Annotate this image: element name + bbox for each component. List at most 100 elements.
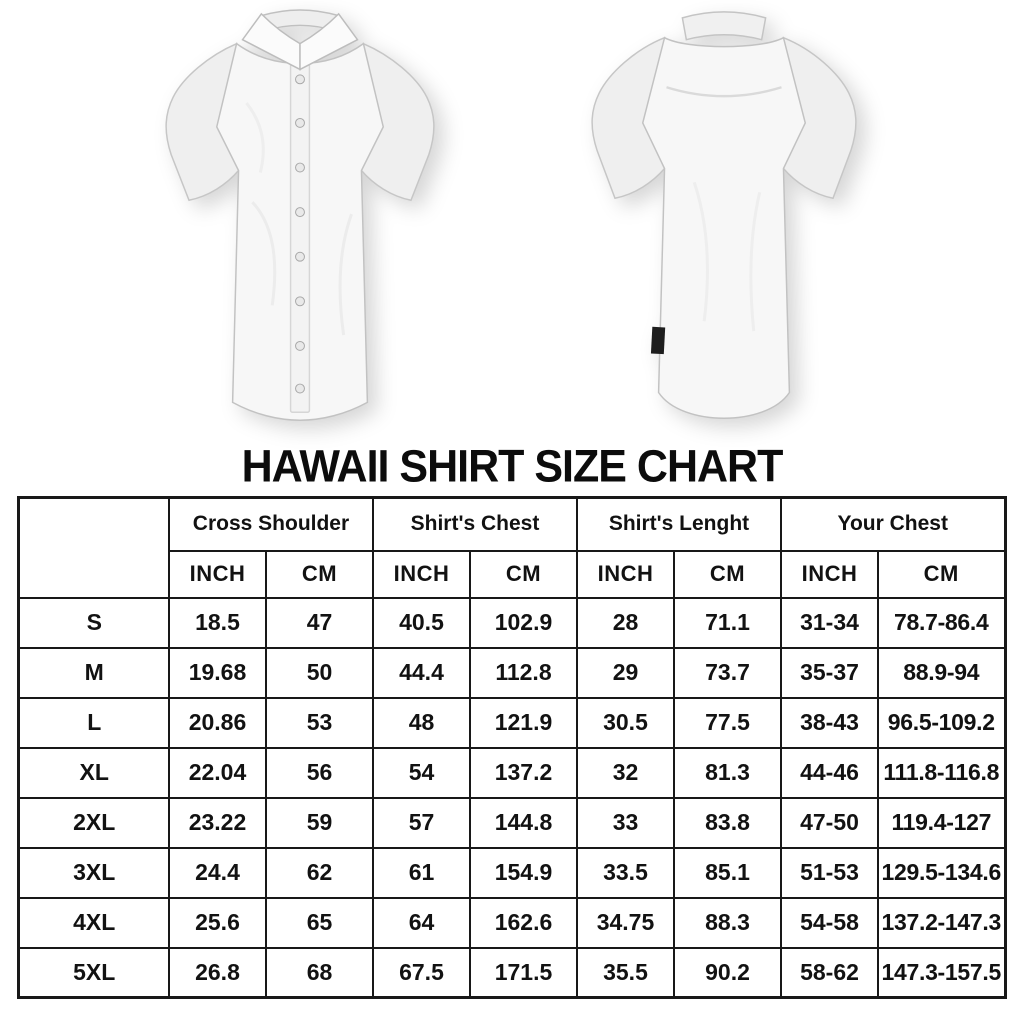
group-header-row: Cross Shoulder Shirt's Chest Shirt's Len…	[17, 496, 1006, 599]
cm-cell: 77.5	[672, 696, 783, 749]
group-header-shirts-lenght: Shirt's Lenght	[575, 496, 783, 552]
cm-cell: 78.7-86.4	[877, 596, 1006, 649]
inch-cell: 22.04	[167, 746, 267, 799]
unit-inch-cell: INCH	[780, 549, 879, 599]
cm-cell: 68	[264, 946, 374, 999]
cm-cell: 59	[264, 796, 374, 849]
table-row-m: M 19.68 50 44.4 112.8 29 73.7 35-37 88.9…	[17, 646, 1006, 699]
inch-cell: 26.8	[167, 946, 267, 999]
shirt-back-icon	[591, 11, 857, 419]
table-row-2xl: 2XL 23.22 59 57 144.8 33 83.8 47-50 119.…	[17, 796, 1006, 849]
cm-cell: 81.3	[672, 746, 783, 799]
group-header-your-chest: Your Chest	[780, 496, 1006, 552]
cm-cell: 73.7	[672, 646, 783, 699]
cm-cell: 121.9	[468, 696, 578, 749]
cm-cell: 111.8-116.8	[877, 746, 1006, 799]
unit-cm-cell: CM	[264, 549, 374, 599]
inch-cell: 31-34	[780, 596, 879, 649]
inch-cell: 64	[371, 896, 471, 949]
inch-cell: 35.5	[575, 946, 675, 999]
cm-cell: 144.8	[468, 796, 578, 849]
unit-header-row: INCH CM INCH CM INCH CM INCH CM	[19, 549, 1006, 599]
cm-cell: 47	[264, 596, 374, 649]
inch-cell: 34.75	[575, 896, 675, 949]
cm-cell: 112.8	[468, 646, 578, 699]
inch-cell: 47-50	[780, 796, 879, 849]
cm-cell: 62	[264, 846, 374, 899]
inch-cell: 57	[371, 796, 471, 849]
group-header-shirts-chest: Shirt's Chest	[371, 496, 578, 552]
cm-cell: 53	[264, 696, 374, 749]
inch-cell: 28	[575, 596, 675, 649]
cm-cell: 119.4-127	[877, 796, 1006, 849]
inch-cell: 23.22	[167, 796, 267, 849]
inch-cell: 25.6	[167, 896, 267, 949]
corner-cell	[17, 496, 170, 599]
size-cell: 4XL	[17, 896, 170, 949]
inch-cell: 44-46	[780, 746, 879, 799]
cm-cell: 65	[264, 896, 374, 949]
size-cell: M	[17, 646, 170, 699]
inch-cell: 33	[575, 796, 675, 849]
cm-cell: 129.5-134.6	[877, 846, 1006, 899]
table-row-4xl: 4XL 25.6 65 64 162.6 34.75 88.3 54-58 13…	[17, 896, 1006, 949]
hem-tag	[650, 326, 666, 355]
cm-cell: 88.3	[672, 896, 783, 949]
unit-cm-cell: CM	[877, 549, 1006, 599]
cm-cell: 171.5	[468, 946, 578, 999]
inch-cell: 48	[371, 696, 471, 749]
table-row-5xl: 5XL 26.8 68 67.5 171.5 35.5 90.2 58-62 1…	[17, 946, 1006, 999]
cm-cell: 88.9-94	[877, 646, 1006, 699]
table-row-xl: XL 22.04 56 54 137.2 32 81.3 44-46 111.8…	[17, 746, 1006, 799]
inch-cell: 58-62	[780, 946, 879, 999]
inch-cell: 20.86	[167, 696, 267, 749]
inch-cell: 54	[371, 746, 471, 799]
shirt-back-image	[538, 4, 910, 446]
unit-cm-cell: CM	[468, 549, 578, 599]
inch-cell: 30.5	[575, 696, 675, 749]
cm-cell: 56	[264, 746, 374, 799]
inch-cell: 29	[575, 646, 675, 699]
inch-cell: 32	[575, 746, 675, 799]
cm-cell: 137.2	[468, 746, 578, 799]
cm-cell: 83.8	[672, 796, 783, 849]
inch-cell: 44.4	[371, 646, 471, 699]
cm-cell: 162.6	[468, 896, 578, 949]
cm-cell: 137.2-147.3	[877, 896, 1006, 949]
size-cell: 5XL	[17, 946, 170, 999]
cm-cell: 96.5-109.2	[877, 696, 1006, 749]
cm-cell: 154.9	[468, 846, 578, 899]
cm-cell: 50	[264, 646, 374, 699]
unit-cm-cell: CM	[672, 549, 783, 599]
inch-cell: 18.5	[167, 596, 267, 649]
cm-cell: 71.1	[672, 596, 783, 649]
size-cell: S	[17, 596, 170, 649]
cm-cell: 85.1	[672, 846, 783, 899]
cm-cell: 102.9	[468, 596, 578, 649]
cm-cell: 147.3-157.5	[877, 946, 1006, 999]
table-row-3xl: 3XL 24.4 62 61 154.9 33.5 85.1 51-53 129…	[17, 846, 1006, 899]
inch-cell: 54-58	[780, 896, 879, 949]
group-header-cross-shoulder: Cross Shoulder	[167, 496, 374, 552]
cm-cell: 90.2	[672, 946, 783, 999]
unit-inch-cell: INCH	[371, 549, 471, 599]
unit-inch-cell: INCH	[575, 549, 675, 599]
size-cell: 2XL	[17, 796, 170, 849]
inch-cell: 24.4	[167, 846, 267, 899]
inch-cell: 51-53	[780, 846, 879, 899]
size-cell: 3XL	[17, 846, 170, 899]
inch-cell: 35-37	[780, 646, 879, 699]
inch-cell: 33.5	[575, 846, 675, 899]
inch-cell: 67.5	[371, 946, 471, 999]
table-row-s: S 18.5 47 40.5 102.9 28 71.1 31-34 78.7-…	[17, 596, 1006, 649]
size-cell: L	[17, 696, 170, 749]
shirt-front-image	[114, 4, 486, 446]
inch-cell: 19.68	[167, 646, 267, 699]
page-title: HAWAII SHIRT SIZE CHART	[241, 441, 784, 493]
size-cell: XL	[17, 746, 170, 799]
inch-cell: 61	[371, 846, 471, 899]
inch-cell: 38-43	[780, 696, 879, 749]
size-chart-table: Cross Shoulder Shirt's Chest Shirt's Len…	[17, 496, 1007, 999]
unit-inch-cell: INCH	[167, 549, 267, 599]
inch-cell: 40.5	[371, 596, 471, 649]
